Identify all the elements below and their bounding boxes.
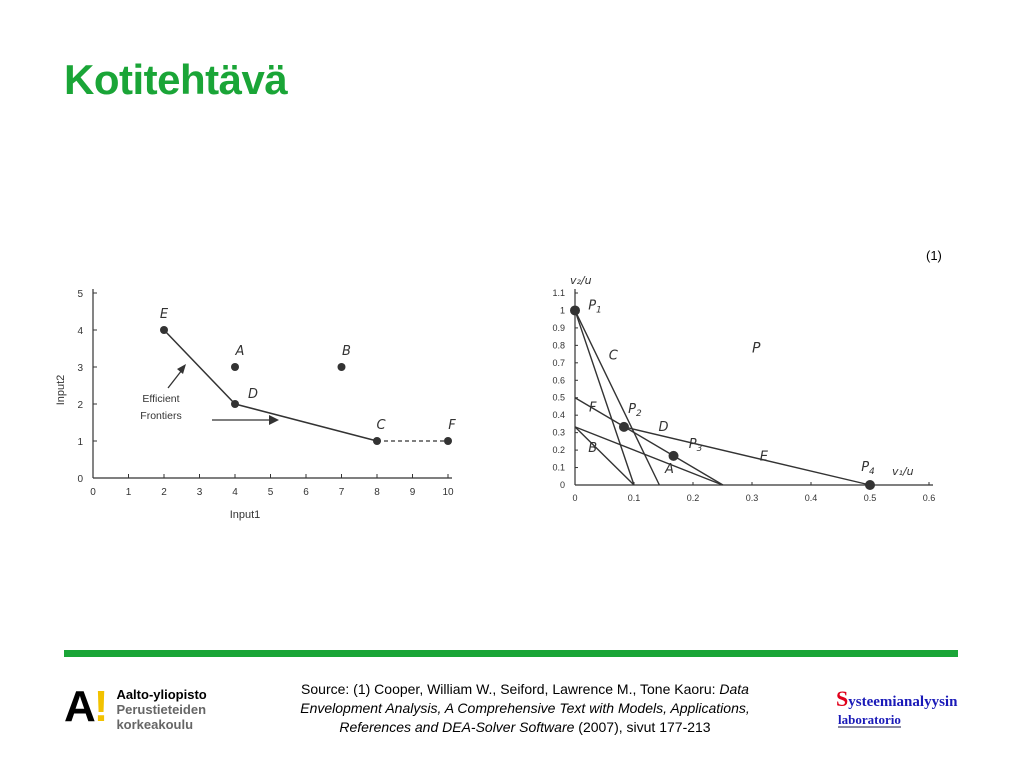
line-label-a: A	[664, 462, 674, 477]
reference-marker: (1)	[926, 248, 942, 263]
multiplier-space-chart: 0 0.1 0.2 0.3 0.4 0.5 0.6 0 0.1 0.2 0.3 0.4 0.5 0.6 0.…	[552, 274, 936, 503]
x-tick-label: 0	[90, 487, 96, 498]
x-tick-label: 4	[232, 487, 238, 498]
y-tick-label: 0.4	[552, 410, 565, 420]
logo-line-3: korkeakoulu	[116, 717, 194, 732]
y-tick-label: 1	[560, 305, 565, 315]
x-tick-label: 7	[339, 487, 345, 498]
lab-logo-initial: S	[836, 686, 849, 711]
y-tick-label: 0	[77, 474, 83, 485]
x-axis-label: v₁/u	[892, 465, 914, 478]
logo-line-2: Perustieteiden	[116, 702, 207, 717]
x-tick-label: 0.3	[746, 493, 759, 503]
x-tick-label: 3	[197, 487, 203, 498]
y-tick-label: 0.9	[552, 323, 565, 333]
frontier-segment	[163, 329, 236, 405]
line-label-b: B	[588, 441, 597, 456]
feasible-region-label: P	[752, 340, 761, 356]
extreme-point-p1	[570, 305, 580, 316]
aalto-logo: A! Aalto-yliopisto Perustieteiden korkea…	[64, 682, 207, 733]
y-tick-label: 0.8	[552, 340, 565, 350]
y-tick-label: 0.1	[552, 463, 565, 473]
y-tick-label: 2	[77, 400, 83, 411]
point-label-a: A	[235, 344, 245, 359]
x-tick-label: 8	[374, 487, 380, 498]
annotation-arrow-right	[212, 415, 279, 425]
constraint-line-c	[574, 310, 635, 486]
y-tick-label: 0.7	[552, 358, 565, 368]
extreme-point-label-p4: P4	[861, 460, 875, 477]
point-label-e: E	[160, 307, 169, 322]
extreme-point-p3	[668, 450, 679, 461]
x-tick-label: 5	[268, 487, 274, 498]
x-tick-label: 0.2	[687, 493, 700, 503]
constraint-line-e	[623, 426, 871, 486]
source-title-b: Envelopment Analysis, A Comprehensive Te…	[300, 700, 750, 716]
footer-rule	[64, 650, 958, 657]
x-tick-label: 9	[410, 487, 416, 498]
line-label-c: C	[609, 348, 619, 363]
x-tick-label: 10	[442, 487, 454, 498]
constraint-line-a	[574, 426, 723, 486]
source-title-a: Data	[719, 681, 749, 697]
point-d	[231, 400, 239, 408]
x-axis-label: Input1	[230, 509, 261, 521]
frontier-segment	[234, 403, 378, 442]
annotation-line-2: Frontiers	[140, 410, 181, 422]
extreme-point-p4	[865, 480, 875, 490]
point-b	[337, 363, 346, 371]
line-label-f: F	[589, 401, 597, 416]
y-tick-label: 0.6	[552, 375, 565, 385]
aalto-mark-icon: A!	[64, 682, 108, 731]
annotation-line-1: Efficient	[142, 393, 179, 405]
y-axis-label: Input2	[55, 375, 67, 406]
x-tick-label: 0.5	[864, 493, 877, 503]
constraint-line-f	[574, 310, 661, 486]
y-tick-label: 5	[77, 289, 83, 300]
x-tick-label: 6	[303, 487, 309, 498]
x-tick-label: 1	[126, 487, 132, 498]
point-label-c: C	[376, 418, 386, 433]
y-tick-label: 0	[560, 480, 565, 490]
point-c	[373, 437, 381, 445]
x-tick-label: 0.4	[805, 493, 818, 503]
source-title-c: References and DEA-Solver Software	[339, 719, 575, 735]
lab-logo-line-1: ysteemianalyysin	[848, 694, 958, 710]
source-citation: Source: (1) Cooper, William W., Seiford,…	[270, 680, 780, 737]
extreme-point-label-p1: P1	[588, 298, 602, 315]
point-e	[160, 326, 168, 334]
y-tick-label: 1	[77, 437, 83, 448]
systems-analysis-lab-logo: Systeemianalyysin laboratorio	[836, 686, 966, 729]
y-axis-label: v₂/u	[570, 274, 592, 287]
lab-logo-line-2: laboratorio	[838, 712, 901, 728]
point-a	[231, 363, 239, 371]
extreme-point-label-p2: P2	[628, 402, 642, 419]
annotation-arrow-up	[167, 364, 186, 389]
x-tick-label: 0.6	[923, 493, 936, 503]
x-tick-label: 0	[572, 493, 577, 503]
constraint-line-d	[574, 397, 724, 486]
x-tick-label: 0.1	[628, 493, 641, 503]
y-tick-label: 0.3	[552, 428, 565, 438]
slide-title: Kotitehtävä	[64, 56, 288, 103]
line-label-e: E	[760, 450, 769, 465]
logo-line-1: Aalto-yliopisto	[116, 687, 207, 702]
point-label-f: F	[448, 418, 456, 433]
extreme-point-label-p3: P3	[689, 437, 703, 454]
y-tick-label: 3	[77, 363, 83, 374]
point-label-b: B	[342, 344, 351, 359]
source-prefix: Source: (1) Cooper, William W., Seiford,…	[301, 681, 720, 697]
x-tick-label: 2	[161, 487, 167, 498]
y-tick-label: 0.5	[552, 393, 565, 403]
extreme-point-p2	[618, 421, 629, 432]
line-label-d: D	[658, 420, 668, 435]
y-tick-label: 0.2	[552, 445, 565, 455]
y-tick-label: 1.1	[552, 288, 565, 298]
constraint-line-b	[574, 426, 635, 486]
source-suffix: (2007), sivut 177-213	[574, 719, 711, 735]
point-label-d: D	[248, 387, 258, 402]
y-tick-label: 4	[77, 326, 83, 337]
point-f	[444, 437, 452, 445]
